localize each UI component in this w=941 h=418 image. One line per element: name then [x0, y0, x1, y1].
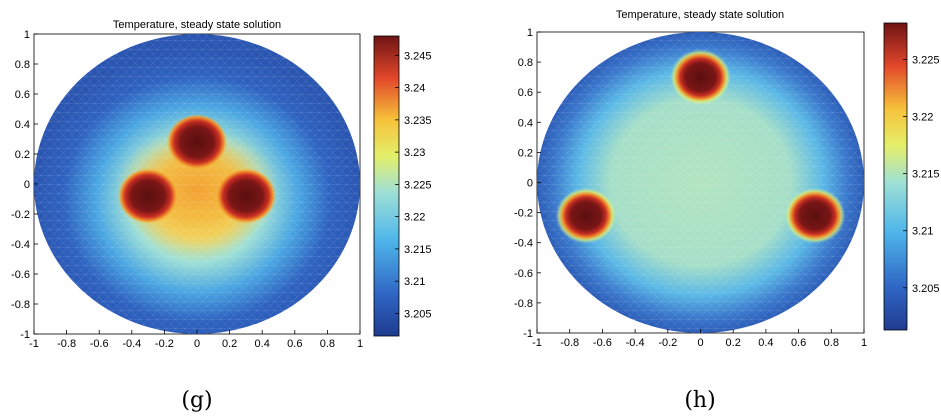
hot-spot-h-2 [555, 187, 617, 244]
colorbar-h [883, 22, 908, 331]
x-tick-label-h-2: -0.6 [593, 337, 612, 349]
hot-spot-g-3 [215, 168, 277, 224]
plot-title-g: Temperature, steady state solution [113, 19, 281, 31]
x-tick-label-h-8: 0.6 [791, 337, 806, 349]
y-tick-label-h-5: 0 [527, 178, 533, 190]
y-tick-label-g-4: -0.2 [11, 209, 30, 221]
colorbar-tick-label-h-4: 3.225 [912, 55, 940, 67]
panel-g: Temperature, steady state solution -1 -0.… [11, 19, 432, 413]
x-tick-label-h-0: -1 [532, 337, 542, 349]
y-ticks-g: -1 -0.8 -0.6 -0.4 -0.2 0 0.2 0.4 0.6 0.8 1 [11, 29, 38, 341]
x-tick-label-h-3: -0.4 [626, 337, 645, 349]
domain-g [34, 34, 360, 334]
y-tick-label-g-0: -1 [20, 329, 30, 341]
hot-spot-h-3 [784, 187, 846, 244]
x-tick-label-h-5: 0 [697, 337, 703, 349]
x-tick-label-g-0: -1 [29, 338, 39, 350]
y-tick-label-h-2: -0.6 [514, 268, 533, 280]
colorbar-ticks-h: 3.205 3.21 3.215 3.22 3.225 [903, 55, 940, 295]
x-tick-label-g-2: -0.6 [90, 338, 109, 350]
y-tick-label-h-10: 1 [527, 27, 533, 39]
colorbar-tick-label-g-7: 3.24 [404, 83, 425, 95]
mesh-overlay-g [34, 34, 360, 334]
x-tick-label-g-6: 0.2 [222, 338, 237, 350]
y-tick-label-g-2: -0.6 [11, 269, 30, 281]
x-tick-label-h-9: 0.8 [824, 337, 839, 349]
hot-spot-h-1 [670, 49, 731, 106]
x-tick-label-h-1: -0.8 [560, 337, 579, 349]
colorbar-tick-label-g-8: 3.245 [404, 50, 432, 62]
y-tick-label-g-6: 0.2 [15, 149, 30, 161]
y-tick-label-g-9: 0.8 [15, 59, 30, 71]
x-tick-label-g-4: -0.2 [155, 338, 174, 350]
mesh-overlay-h [537, 32, 864, 333]
x-tick-label-h-10: 1 [861, 337, 867, 349]
colorbar-tick-label-g-2: 3.215 [404, 244, 432, 256]
y-tick-label-h-1: -0.8 [514, 298, 533, 310]
x-tick-label-g-7: 0.4 [255, 338, 270, 350]
x-tick-label-g-9: 0.8 [320, 338, 335, 350]
x-tick-label-g-1: -0.8 [57, 338, 76, 350]
colorbar-tick-label-g-3: 3.22 [404, 212, 425, 224]
colorbar-tick-label-g-4: 3.225 [404, 179, 432, 191]
hot-spots-g [117, 114, 277, 224]
y-tick-label-h-3: -0.4 [514, 238, 533, 250]
x-tick-label-h-6: 0.2 [726, 337, 741, 349]
hot-spot-g-1 [166, 114, 228, 170]
panel-h: Temperature, steady state solution -1 -0.… [514, 9, 940, 413]
y-tick-label-g-10: 1 [24, 29, 30, 41]
colorbar-tick-label-h-1: 3.21 [912, 226, 933, 238]
colorbar-tick-label-h-0: 3.205 [912, 283, 940, 295]
domain-h [537, 32, 864, 333]
x-tick-label-h-7: 0.4 [758, 337, 773, 349]
y-tick-label-g-1: -0.8 [11, 299, 30, 311]
x-tick-label-g-3: -0.4 [122, 338, 141, 350]
x-tick-label-g-10: 1 [357, 338, 363, 350]
colorbar-g [373, 35, 400, 337]
colorbar-tick-label-g-5: 3.23 [404, 147, 425, 159]
colorbar-tick-label-h-2: 3.215 [912, 169, 940, 181]
y-tick-label-h-0: -1 [523, 328, 533, 340]
y-tick-label-h-4: -0.2 [514, 208, 533, 220]
y-tick-label-h-6: 0.2 [518, 147, 533, 159]
y-tick-label-g-3: -0.4 [11, 239, 30, 251]
y-tick-label-h-8: 0.6 [518, 87, 533, 99]
y-tick-label-g-7: 0.4 [15, 119, 30, 131]
colorbar-tick-label-g-1: 3.21 [404, 276, 425, 288]
colorbar-ticks-g: 3.205 3.21 3.215 3.22 3.225 3.23 3.235 3.24 3.24… [395, 50, 432, 320]
x-tick-label-g-8: 0.6 [287, 338, 302, 350]
hot-spot-g-2 [117, 168, 179, 224]
y-tick-label-g-8: 0.6 [15, 89, 30, 101]
caption-g: (g) [181, 388, 212, 413]
x-ticks-h: -1 -0.8 -0.6 -0.4 -0.2 0 0.2 0.4 0.6 0.8 1 [532, 329, 867, 349]
x-ticks-g: -1 -0.8 -0.6 -0.4 -0.2 0 0.2 0.4 0.6 0.8 1 [29, 330, 363, 350]
y-tick-label-h-9: 0.8 [518, 57, 533, 69]
x-tick-label-h-4: -0.2 [658, 337, 677, 349]
colorbar-tick-label-g-0: 3.205 [404, 308, 432, 320]
caption-h: (h) [684, 388, 715, 413]
x-tick-label-g-5: 0 [194, 338, 200, 350]
colorbar-tick-label-g-6: 3.235 [404, 115, 432, 127]
colorbar-tick-label-h-3: 3.22 [912, 112, 933, 124]
y-ticks-h: -1 -0.8 -0.6 -0.4 -0.2 0 0.2 0.4 0.6 0.8 1 [514, 27, 541, 340]
y-tick-label-g-5: 0 [24, 179, 30, 191]
hot-spots-h [555, 49, 846, 244]
plot-title-h: Temperature, steady state solution [616, 9, 784, 21]
y-tick-label-h-7: 0.4 [518, 117, 533, 129]
